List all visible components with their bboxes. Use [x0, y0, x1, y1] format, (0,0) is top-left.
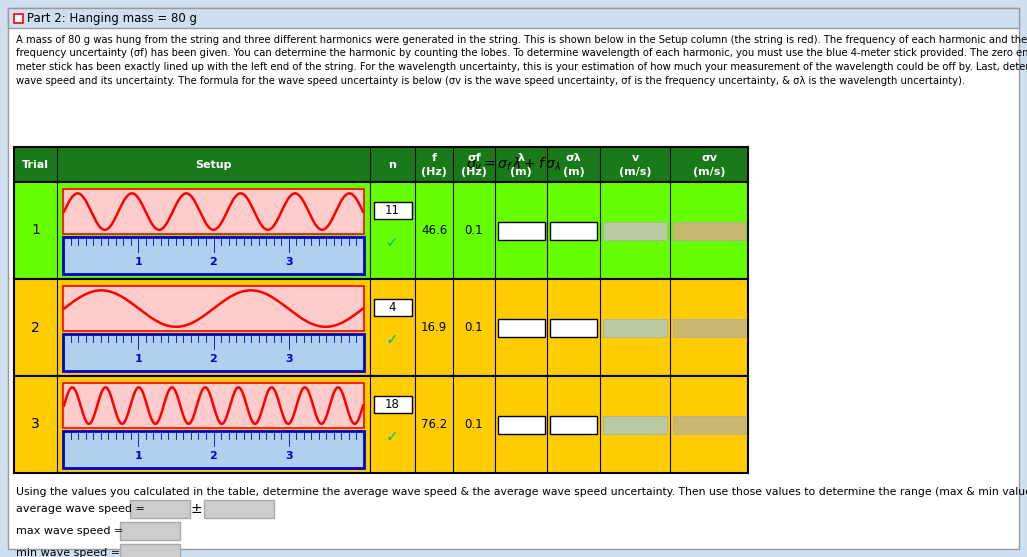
Bar	[120, 544, 180, 557]
Text: average wave speed =: average wave speed =	[16, 504, 145, 514]
Bar	[673, 319, 745, 336]
Bar	[8, 8, 1019, 28]
Bar	[63, 286, 364, 331]
Bar	[603, 416, 667, 433]
Text: 11: 11	[385, 204, 400, 217]
Text: f: f	[431, 153, 436, 163]
Bar	[63, 189, 364, 234]
Text: Part 2: Hanging mass = 80 g: Part 2: Hanging mass = 80 g	[27, 12, 197, 25]
Bar	[63, 334, 364, 371]
Text: Setup: Setup	[195, 159, 232, 169]
Bar	[14, 376, 748, 473]
Bar	[14, 14, 23, 23]
Text: 16.9: 16.9	[421, 321, 447, 334]
Text: max wave speed =: max wave speed =	[16, 526, 123, 536]
Text: 3: 3	[284, 257, 293, 267]
Text: meter stick has been exactly lined up with the left end of the string. For the w: meter stick has been exactly lined up wi…	[16, 62, 1027, 72]
Bar	[550, 416, 597, 433]
Bar	[14, 182, 748, 279]
Text: 2: 2	[210, 354, 218, 364]
Bar	[497, 222, 544, 240]
Text: σλ: σλ	[566, 153, 581, 163]
Text: 2: 2	[31, 320, 40, 335]
Text: 0.1: 0.1	[464, 224, 484, 237]
Bar	[374, 299, 412, 316]
Text: (m/s): (m/s)	[618, 167, 651, 177]
Text: 4: 4	[389, 301, 396, 314]
Bar	[603, 319, 667, 336]
Text: λ: λ	[518, 153, 525, 163]
Text: 76.2: 76.2	[421, 418, 447, 431]
Text: frequency uncertainty (σf) has been given. You can determine the harmonic by cou: frequency uncertainty (σf) has been give…	[16, 48, 1027, 58]
Text: 1: 1	[135, 257, 142, 267]
Text: 3: 3	[284, 451, 293, 461]
Bar	[63, 431, 364, 468]
Bar	[673, 416, 745, 433]
Text: ✓: ✓	[386, 429, 398, 443]
Text: (m/s): (m/s)	[693, 167, 725, 177]
Text: ±: ±	[190, 502, 202, 516]
Text: 2: 2	[210, 451, 218, 461]
Text: min wave speed =: min wave speed =	[16, 548, 120, 557]
Text: 2: 2	[210, 257, 218, 267]
Bar	[14, 147, 748, 182]
Text: 0.1: 0.1	[464, 418, 484, 431]
Bar	[550, 319, 597, 336]
Bar	[603, 222, 667, 240]
Text: 46.6: 46.6	[421, 224, 447, 237]
Bar	[550, 222, 597, 240]
Bar	[14, 279, 748, 376]
Text: 18: 18	[385, 398, 400, 411]
Bar	[204, 500, 274, 518]
Text: (m): (m)	[510, 167, 532, 177]
Text: wave speed and its uncertainty. The formula for the wave speed uncertainty is be: wave speed and its uncertainty. The form…	[16, 76, 965, 86]
Bar	[130, 500, 190, 518]
Text: Trial: Trial	[22, 159, 49, 169]
Bar	[497, 416, 544, 433]
Text: n: n	[388, 159, 396, 169]
Text: 3: 3	[31, 418, 40, 432]
Text: (Hz): (Hz)	[461, 167, 487, 177]
Bar	[63, 237, 364, 274]
Text: 3: 3	[284, 354, 293, 364]
Text: 1: 1	[135, 354, 142, 364]
Bar	[120, 522, 180, 540]
Text: σv: σv	[701, 153, 717, 163]
Text: ✓: ✓	[386, 234, 398, 250]
Text: (m): (m)	[563, 167, 584, 177]
Text: 1: 1	[31, 223, 40, 237]
Bar	[497, 319, 544, 336]
Bar	[673, 222, 745, 240]
Text: A mass of 80 g was hung from the string and three different harmonics were gener: A mass of 80 g was hung from the string …	[16, 35, 1027, 45]
Text: v: v	[632, 153, 639, 163]
Text: Using the values you calculated in the table, determine the average wave speed &: Using the values you calculated in the t…	[16, 487, 1027, 497]
Bar	[374, 202, 412, 219]
Text: 0.1: 0.1	[464, 321, 484, 334]
Text: ✓: ✓	[386, 331, 398, 346]
Text: (Hz): (Hz)	[421, 167, 447, 177]
Text: 1: 1	[135, 451, 142, 461]
Text: $\sigma_v = \sigma_f\,\lambda + f\,\sigma_\lambda$: $\sigma_v = \sigma_f\,\lambda + f\,\sigm…	[465, 155, 561, 173]
Bar	[374, 396, 412, 413]
Text: σf: σf	[467, 153, 481, 163]
Bar	[63, 383, 364, 428]
